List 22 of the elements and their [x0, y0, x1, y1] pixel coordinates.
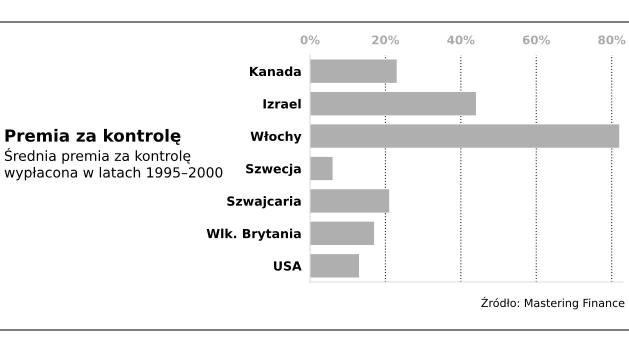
y-tick-label: Włochy: [250, 131, 302, 144]
y-tick-label: Kanada: [250, 66, 301, 76]
text: Średnia premia za kontrolę wypłacona w latach 1995–2000: [4, 148, 222, 180]
bar: [310, 189, 390, 213]
x-tick-label: 0%: [300, 35, 320, 44]
bar: [310, 60, 397, 83]
text: Źródło: Mastering Finance: [481, 296, 624, 310]
bar: [310, 124, 620, 148]
x-tick-label: 80%: [598, 35, 626, 44]
y-tick-label: Wlk. Brytania: [206, 228, 301, 241]
x-tick-label: 60%: [522, 35, 550, 44]
text: Premia za kontrolę: [6, 128, 180, 145]
x-tick-label: 20%: [372, 35, 400, 44]
bar: [310, 92, 476, 116]
bar: [310, 156, 333, 180]
y-tick-label: Szwajcaria: [227, 196, 301, 208]
x-tick-label: 40%: [447, 35, 475, 44]
bar: [310, 254, 360, 278]
bar: [310, 222, 374, 246]
y-tick-label: Szwecja: [246, 164, 301, 176]
y-tick-label: Izrael: [264, 98, 301, 109]
y-tick-label: USA: [274, 261, 302, 271]
